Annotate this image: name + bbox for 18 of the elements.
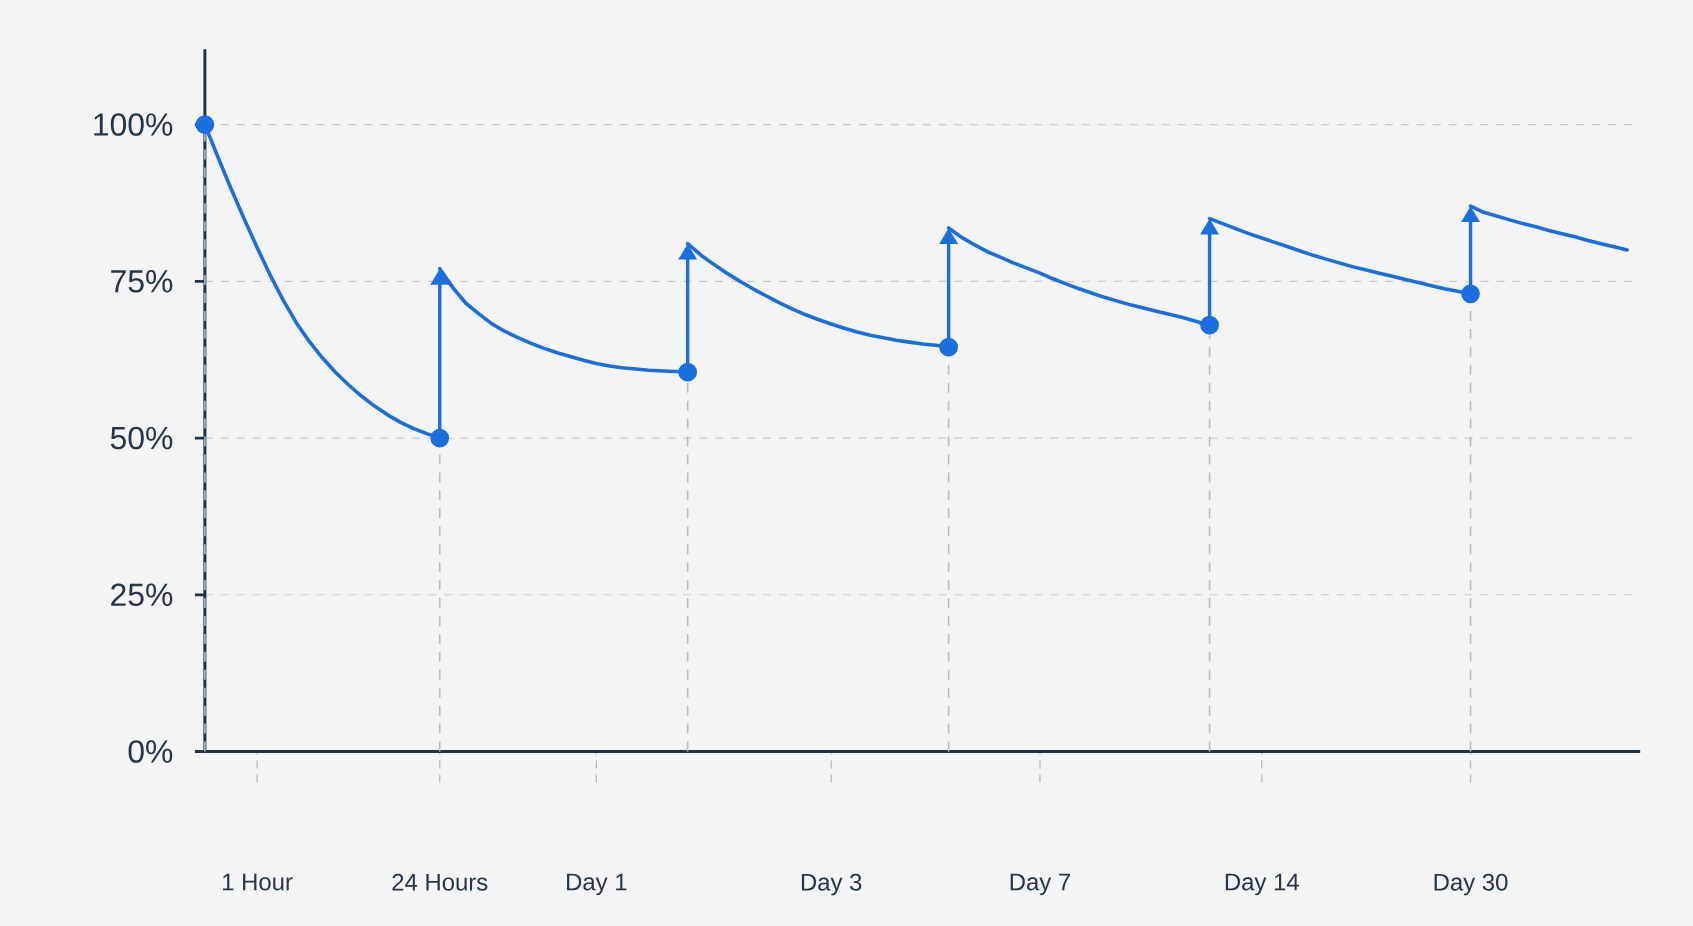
point [195, 115, 215, 134]
x-tick-label: Day 1 [567, 873, 627, 896]
x-tick-label: Day 14 [1225, 873, 1299, 896]
x-tick-label: 1 Hour [223, 873, 293, 891]
y-tick-label: 0% [128, 740, 173, 763]
x-tick-label: Day 30 [1434, 873, 1508, 896]
y-tick-label: 75% [111, 270, 173, 293]
y-tick-label: 25% [111, 583, 173, 607]
y-tick-label: 50% [110, 426, 173, 450]
point [1200, 315, 1219, 335]
x-tick-label: Day 7 [1010, 873, 1070, 896]
point [1461, 284, 1480, 304]
x-tick-label: Day 3 [801, 873, 862, 896]
point [939, 337, 958, 357]
point [430, 428, 450, 448]
point [678, 362, 698, 382]
x-tick-label: 24 Hours [392, 873, 488, 891]
y-tick-label: 100% [94, 113, 173, 136]
